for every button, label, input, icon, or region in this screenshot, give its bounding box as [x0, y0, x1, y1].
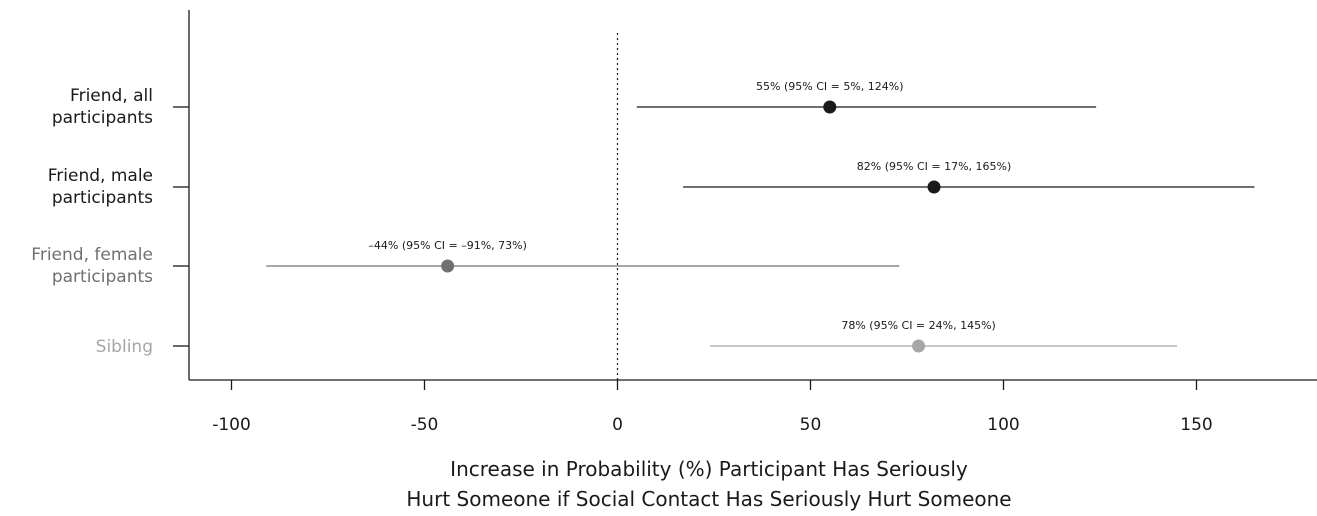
estimate-point: [823, 100, 837, 114]
axes: -100 -50 0 50 100 150: [188, 10, 1317, 435]
x-tick-label: 150: [1180, 415, 1212, 435]
estimate-annotation: 55% (95% CI = 5%, 124%): [756, 80, 904, 93]
estimate-annotation: 82% (95% CI = 17%, 165%): [857, 160, 1012, 173]
row: Friend, all participants 55% (95% CI = 5%,…: [52, 80, 1097, 128]
x-axis-title-line2: Hurt Someone if Social Contact Has Serio…: [406, 487, 1011, 511]
row-label-line: Sibling: [96, 337, 153, 357]
x-tick-label: -50: [411, 415, 439, 435]
row-label-line: Friend, male: [48, 166, 153, 186]
x-axis-title-line1: Increase in Probability (%) Participant …: [450, 457, 968, 481]
row-label: Sibling: [96, 337, 153, 357]
estimate-point: [912, 339, 926, 353]
row-label-line: Friend, female: [31, 245, 153, 265]
x-tick-label: 0: [612, 415, 623, 435]
estimate-annotation: –44% (95% CI = –91%, 73%): [368, 239, 527, 252]
row-label-line: Friend, all: [70, 86, 153, 106]
estimate-point: [441, 259, 455, 273]
row-label: Friend, all participants: [52, 86, 153, 128]
x-tick-label: -100: [212, 415, 251, 435]
row: Sibling 78% (95% CI = 24%, 145%): [96, 319, 1178, 357]
estimate-annotation: 78% (95% CI = 24%, 145%): [841, 319, 996, 332]
row-label: Friend, male participants: [48, 166, 153, 208]
estimate-point: [927, 180, 941, 194]
row-label: Friend, female participants: [31, 245, 153, 287]
x-tick-label: 100: [987, 415, 1019, 435]
row: Friend, female participants –44% (95% CI =…: [31, 239, 900, 287]
row: Friend, male participants 82% (95% CI = 17…: [48, 160, 1255, 208]
row-label-line: participants: [52, 108, 153, 128]
row-label-line: participants: [52, 188, 153, 208]
x-tick-label: 50: [800, 415, 822, 435]
row-label-line: participants: [52, 267, 153, 287]
